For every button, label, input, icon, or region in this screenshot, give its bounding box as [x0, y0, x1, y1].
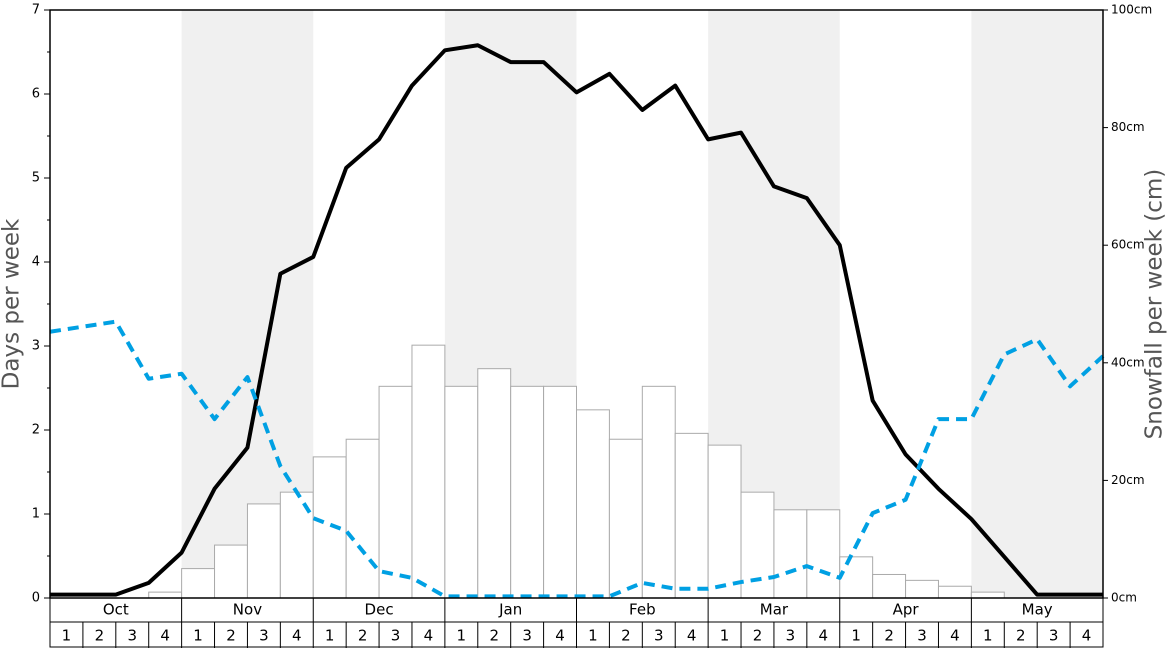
bar	[214, 544, 248, 599]
month-label: Oct	[103, 601, 129, 619]
x-tick-label: 3	[786, 627, 796, 645]
bar	[608, 438, 643, 599]
bar	[937, 585, 972, 599]
y2-tick-label: 60cm	[1111, 238, 1145, 252]
x-tick-label: 3	[654, 627, 664, 645]
bar	[444, 385, 479, 599]
x-tick-label: 3	[259, 627, 269, 645]
y-tick-label: 1	[32, 507, 40, 522]
x-tick-label: 1	[720, 627, 730, 645]
x-tick-label: 4	[160, 627, 170, 645]
x-tick-label: 4	[950, 627, 960, 645]
x-tick-label: 3	[391, 627, 401, 645]
bar	[707, 444, 742, 599]
x-tick-label: 3	[917, 627, 927, 645]
bar	[970, 591, 1005, 599]
bar	[872, 573, 907, 599]
month-label: Nov	[233, 601, 262, 619]
line	[49, 319, 1105, 599]
x-tick-label: 4	[424, 627, 434, 645]
bar	[411, 344, 446, 599]
month-label: Feb	[629, 601, 656, 619]
bar	[674, 432, 709, 599]
bar	[246, 503, 281, 599]
month-label: Dec	[365, 601, 394, 619]
y2-tick-label: 40cm	[1111, 355, 1145, 369]
x-tick-label: 3	[1049, 627, 1059, 645]
x-tick-label: 1	[983, 627, 993, 645]
bar	[345, 438, 380, 599]
x-tick-label: 2	[95, 627, 105, 645]
y-tick-label: 6	[32, 87, 40, 102]
y-tick-label: 4	[32, 255, 40, 270]
month-label: May	[1022, 601, 1053, 619]
x-tick-label: 4	[819, 627, 829, 645]
x-tick-label: 1	[325, 627, 335, 645]
bar	[576, 409, 610, 599]
x-tick-label: 3	[522, 627, 532, 645]
y-axis-label: Days per week	[0, 218, 25, 389]
x-tick-label: 4	[555, 627, 565, 645]
bar	[773, 509, 808, 599]
bar	[510, 385, 545, 599]
bar	[905, 579, 939, 599]
line	[50, 43, 1103, 597]
y-tick-label: 5	[32, 171, 40, 186]
bar	[740, 491, 775, 599]
x-tick-label: 2	[358, 627, 368, 645]
bar	[181, 568, 216, 599]
x-tick-label: 4	[1082, 627, 1092, 645]
month-shade	[971, 10, 1103, 598]
y2-tick-label: 100cm	[1111, 3, 1152, 17]
month-label: Apr	[893, 601, 920, 619]
x-tick-label: 2	[884, 627, 894, 645]
bar	[148, 591, 183, 599]
y2-tick-label: 0cm	[1111, 591, 1137, 605]
month-label: Mar	[760, 601, 789, 619]
x-tick-label: 3	[127, 627, 137, 645]
x-tick-label: 1	[851, 627, 861, 645]
bar	[839, 556, 874, 599]
x-tick-label: 1	[588, 627, 598, 645]
bar	[806, 509, 841, 599]
month-label: Jan	[498, 601, 522, 619]
y-tick-label: 2	[32, 423, 40, 438]
y2-axis-label: Snowfall per week (cm)	[1142, 169, 1168, 440]
y-tick-label: 7	[32, 3, 40, 18]
x-tick-label: 2	[621, 627, 631, 645]
bar	[477, 368, 512, 599]
y-tick-label: 3	[32, 339, 40, 354]
x-tick-label: 1	[193, 627, 203, 645]
bar	[378, 385, 413, 599]
x-tick-label: 2	[1016, 627, 1026, 645]
x-tick-label: 4	[687, 627, 697, 645]
x-tick-label: 4	[292, 627, 302, 645]
bar	[312, 456, 347, 599]
x-tick-label: 1	[457, 627, 467, 645]
x-tick-label: 1	[62, 627, 72, 645]
y2-tick-label: 20cm	[1111, 473, 1145, 487]
x-tick-label: 2	[226, 627, 236, 645]
y2-tick-label: 80cm	[1111, 120, 1145, 134]
x-tick-label: 2	[753, 627, 763, 645]
y-tick-label: 0	[32, 591, 40, 606]
bar	[543, 385, 577, 599]
bar	[641, 385, 676, 599]
x-tick-label: 2	[489, 627, 499, 645]
